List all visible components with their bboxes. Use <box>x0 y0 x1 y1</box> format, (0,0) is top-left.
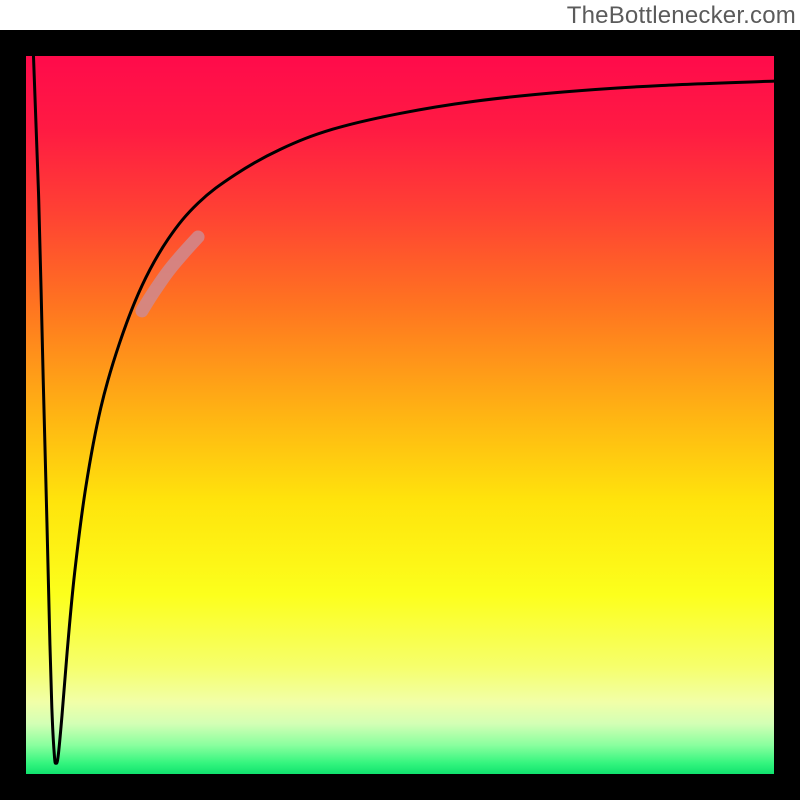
watermark-text: TheBottlenecker.com <box>567 2 796 30</box>
bottleneck-chart <box>0 0 800 800</box>
gradient-background <box>26 56 774 774</box>
